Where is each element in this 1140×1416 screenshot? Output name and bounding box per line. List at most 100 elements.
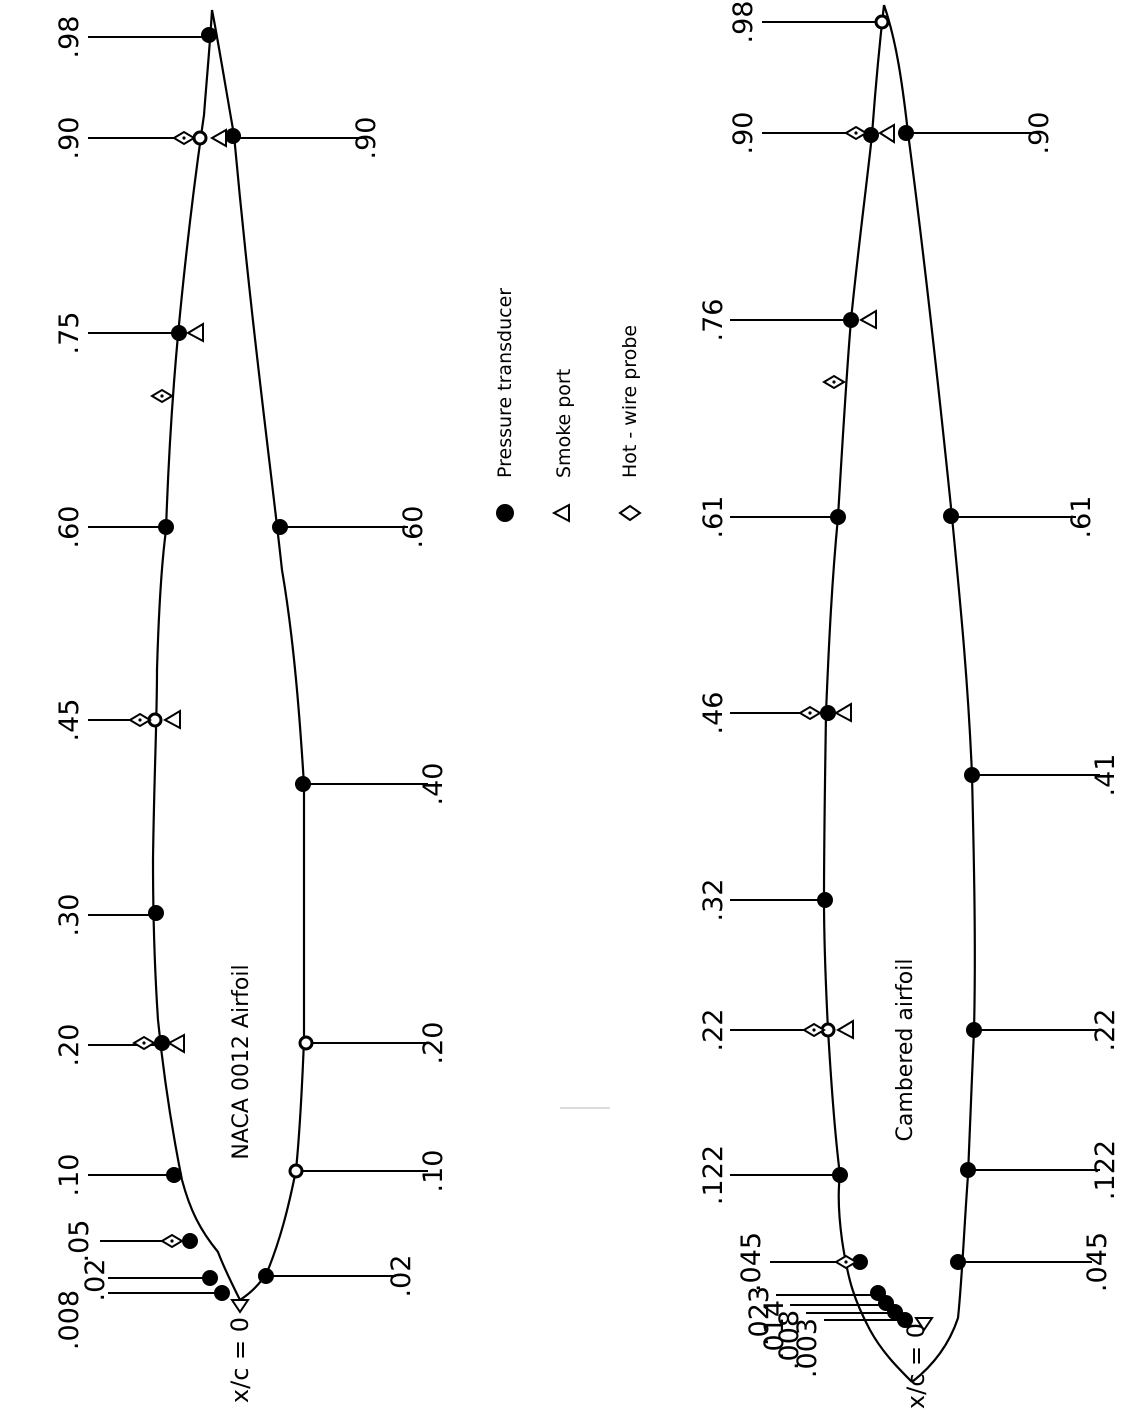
station-label-61: .61 (698, 496, 729, 539)
cambered-leader-lines (730, 21, 1100, 1321)
station-label-30: .30 (54, 894, 85, 937)
station-label-10-lower: .10 (418, 1150, 449, 1193)
station-label-05: .05 (64, 1220, 95, 1263)
probe-center-dot (832, 380, 836, 384)
probe-center-dot (138, 718, 142, 722)
pressure-transducer-icon (943, 508, 959, 524)
pressure-transducer-open-icon (298, 1035, 314, 1051)
station-label-22: .22 (698, 1009, 729, 1052)
station-label-22-lower: .22 (1090, 1009, 1121, 1052)
station-label-014: .014 (759, 1300, 790, 1360)
probe-center-dot (142, 1041, 146, 1045)
naca-0012-upper-surface-outline (151, 9, 241, 1301)
pressure-transducer-icon (171, 325, 187, 341)
probe-center-dot (844, 1260, 848, 1264)
station-label-75: .75 (54, 312, 85, 355)
pressure-transducer-icon (843, 312, 859, 328)
cambered-hot-wire-probes (798, 125, 868, 1270)
station-label-40-lower: .40 (418, 763, 449, 806)
pressure-transducer-icon (960, 1162, 976, 1178)
pressure-transducer-icon (166, 1167, 182, 1183)
smoke-port-icon (185, 322, 204, 343)
probe-center-dot (170, 1239, 174, 1243)
pressure-transducer-icon (225, 128, 241, 144)
station-label-90: .90 (728, 112, 759, 155)
cambered-airfoil-group (822, 4, 976, 1383)
pressure-transducer-icon (202, 1270, 218, 1286)
station-label-02-lower: .02 (386, 1255, 417, 1298)
legend-hot-wire-probe-label: Hot - wire probe (619, 325, 641, 478)
cambered-smoke-ports (833, 123, 934, 1332)
smoke-port-icon (878, 123, 895, 144)
legend-smoke-port-label: Smoke port (553, 369, 575, 478)
pressure-transducer-icon (496, 504, 514, 522)
naca-0012-leading-edge-label: x/c = 0 (226, 1317, 254, 1403)
station-label-90-lower: .90 (1024, 112, 1055, 155)
cambered-open-markers (820, 14, 890, 1038)
pressure-transducer-icon (820, 705, 836, 721)
station-label-008: .008 (54, 1290, 85, 1350)
pressure-transducer-icon (863, 127, 879, 143)
station-label-98: .98 (728, 1, 759, 44)
pressure-transducer-icon (258, 1268, 274, 1284)
pressure-transducer-icon (182, 1233, 198, 1249)
cambered-lower-surface-outline (882, 4, 976, 1383)
station-label-98: .98 (54, 16, 85, 59)
station-label-32: .32 (698, 879, 729, 922)
smoke-port-icon (230, 1299, 250, 1314)
cambered-pressure-transducers (817, 125, 982, 1328)
smoke-port-icon (209, 128, 227, 148)
pressure-transducer-icon (852, 1254, 868, 1270)
pressure-transducer-icon (817, 892, 833, 908)
station-label-045-lower: .045 (1082, 1232, 1113, 1292)
pressure-transducer-icon (966, 1022, 982, 1038)
pressure-transducer-icon (830, 509, 846, 525)
pressure-transducer-open-icon (288, 1163, 304, 1179)
station-label-46: .46 (698, 692, 729, 735)
cambered-airfoil-title: Cambered airfoil (893, 959, 918, 1142)
probe-center-dot (812, 1028, 816, 1032)
station-label-90-lower: .90 (351, 117, 382, 160)
probe-center-dot (854, 131, 858, 135)
naca-0012-hot-wire-probes (128, 130, 196, 1249)
pressure-transducer-icon (832, 1167, 848, 1183)
naca-0012-lower-surface-outline (210, 9, 306, 1301)
station-label-003: .003 (792, 1318, 823, 1378)
smoke-port-icon (858, 309, 877, 330)
naca-0012-pressure-transducers (148, 27, 311, 1301)
station-label-122: .122 (698, 1145, 729, 1205)
station-label-023: .023 (744, 1286, 775, 1346)
naca-0012-station-labels: .98 .90 .75 .60 .45 .30 .20 .10 .05 .02 … (54, 16, 449, 1404)
station-label-41-lower: .41 (1090, 754, 1121, 797)
smoke-port-icon (162, 709, 181, 730)
hot-wire-probe-icon (618, 504, 642, 522)
station-label-76: .76 (698, 299, 729, 342)
cambered-station-labels: .98 .90 .76 .61 .46 .32 .22 .122 .045 .0… (698, 1, 1121, 1410)
naca-0012-leader-lines (88, 36, 428, 1294)
smoke-port-icon (551, 503, 570, 523)
legend: Pressure transducer Smoke port Hot - wir… (494, 288, 642, 523)
naca-0012-open-markers (147, 130, 314, 1179)
station-label-045: .045 (736, 1232, 767, 1292)
smoke-port-icon (835, 1019, 854, 1040)
station-label-60: .60 (54, 506, 85, 549)
pressure-transducer-icon (897, 1312, 913, 1328)
naca-0012-smoke-ports (162, 128, 250, 1314)
smoke-port-icon (833, 702, 852, 723)
pressure-transducer-icon (158, 519, 174, 535)
pressure-transducer-icon (898, 125, 914, 141)
probe-center-dot (808, 711, 812, 715)
probe-center-dot (182, 136, 186, 140)
station-label-02: .02 (80, 1259, 111, 1302)
pressure-transducer-icon (148, 905, 164, 921)
pressure-transducer-icon (964, 767, 980, 783)
station-label-20-lower: .20 (418, 1022, 449, 1065)
station-label-60-lower: .60 (398, 506, 429, 549)
station-label-122-lower: .122 (1090, 1140, 1121, 1200)
cambered-leading-edge-label: x/c = 0 (902, 1323, 930, 1409)
station-label-61-lower: .61 (1066, 496, 1097, 539)
smoke-port-icon (166, 1033, 185, 1054)
pressure-transducer-icon (154, 1035, 170, 1051)
station-label-45: .45 (54, 699, 85, 742)
